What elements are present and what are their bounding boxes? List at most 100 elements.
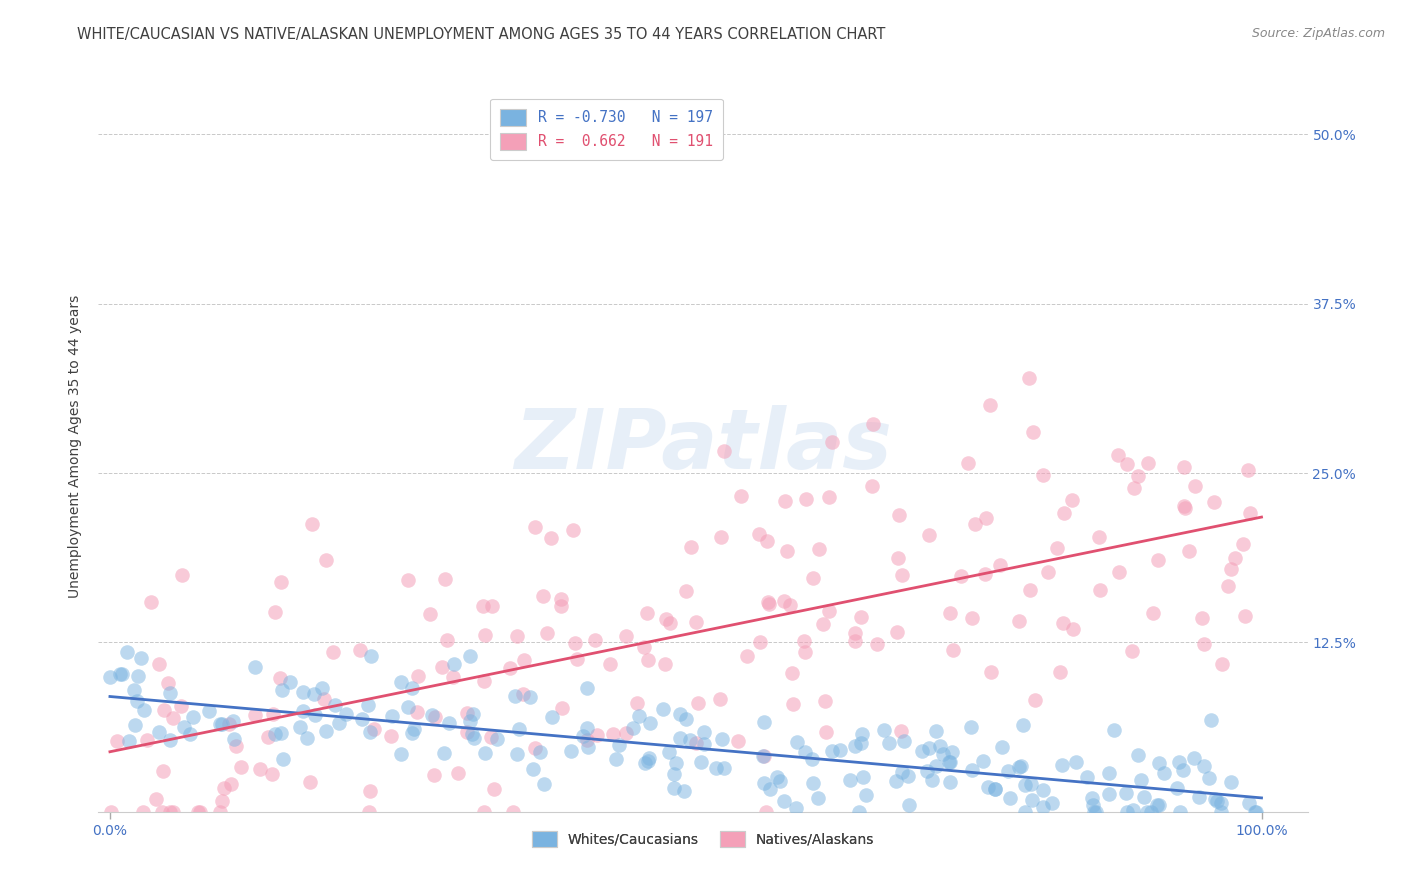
Point [752, 776, 775, 790]
Point [662, 781, 685, 796]
Point [567, 652, 589, 666]
Point [1167, 755, 1189, 769]
Point [1174, 501, 1197, 516]
Point [794, 745, 817, 759]
Point [209, 805, 232, 819]
Point [782, 697, 804, 711]
Point [1122, 803, 1144, 817]
Point [359, 783, 381, 797]
Point [262, 706, 284, 721]
Point [269, 671, 291, 685]
Point [633, 640, 655, 654]
Point [129, 651, 152, 665]
Point [754, 715, 776, 730]
Point [851, 727, 873, 741]
Point [301, 516, 323, 531]
Point [756, 595, 779, 609]
Point [484, 782, 506, 797]
Point [523, 520, 546, 534]
Point [1237, 797, 1260, 811]
Point [564, 636, 586, 650]
Point [436, 633, 458, 648]
Point [162, 711, 184, 725]
Point [614, 629, 637, 643]
Point [506, 747, 529, 762]
Point [785, 801, 807, 815]
Point [315, 553, 337, 567]
Point [889, 508, 911, 522]
Point [872, 723, 894, 738]
Point [776, 544, 799, 558]
Point [264, 605, 287, 619]
Point [322, 645, 344, 659]
Point [1018, 371, 1040, 385]
Point [1139, 805, 1161, 819]
Point [1010, 759, 1032, 773]
Point [572, 729, 595, 743]
Point [519, 690, 541, 705]
Point [1209, 805, 1232, 819]
Point [513, 652, 536, 666]
Point [727, 734, 749, 748]
Point [690, 755, 713, 769]
Point [1204, 791, 1226, 805]
Point [686, 696, 709, 710]
Point [443, 657, 465, 671]
Point [533, 777, 555, 791]
Point [752, 749, 775, 764]
Point [939, 774, 962, 789]
Point [988, 558, 1011, 572]
Point [1170, 805, 1192, 819]
Point [111, 667, 134, 681]
Point [1243, 805, 1265, 819]
Point [352, 712, 374, 726]
Point [962, 763, 984, 777]
Point [522, 762, 544, 776]
Point [260, 767, 283, 781]
Point [681, 541, 703, 555]
Point [662, 767, 685, 781]
Point [821, 744, 844, 758]
Point [162, 805, 184, 819]
Point [485, 732, 508, 747]
Point [1244, 805, 1267, 819]
Point [380, 729, 402, 743]
Point [759, 782, 782, 797]
Point [693, 725, 716, 739]
Point [1012, 717, 1035, 731]
Point [153, 703, 176, 717]
Point [638, 751, 661, 765]
Point [1219, 562, 1241, 576]
Y-axis label: Unemployment Among Ages 35 to 44 years: Unemployment Among Ages 35 to 44 years [69, 294, 83, 598]
Point [540, 531, 562, 545]
Point [780, 665, 803, 680]
Point [794, 645, 817, 659]
Point [188, 805, 211, 819]
Point [406, 669, 429, 683]
Point [1064, 756, 1087, 770]
Point [1115, 786, 1137, 800]
Point [807, 791, 830, 805]
Point [124, 718, 146, 732]
Point [243, 659, 266, 673]
Point [536, 626, 558, 640]
Point [1209, 796, 1232, 810]
Point [679, 733, 702, 747]
Text: WHITE/CAUCASIAN VS NATIVE/ALASKAN UNEMPLOYMENT AMONG AGES 35 TO 44 YEARS CORRELA: WHITE/CAUCASIAN VS NATIVE/ALASKAN UNEMPL… [77, 27, 886, 42]
Point [474, 746, 496, 760]
Point [652, 702, 675, 716]
Point [685, 736, 707, 750]
Point [1153, 765, 1175, 780]
Point [127, 694, 149, 708]
Point [879, 736, 901, 750]
Point [844, 626, 866, 640]
Point [1223, 550, 1246, 565]
Point [524, 741, 547, 756]
Point [1007, 614, 1029, 628]
Point [939, 606, 962, 620]
Point [1108, 565, 1130, 579]
Point [1216, 579, 1239, 593]
Point [541, 710, 564, 724]
Point [637, 754, 659, 768]
Point [710, 732, 733, 747]
